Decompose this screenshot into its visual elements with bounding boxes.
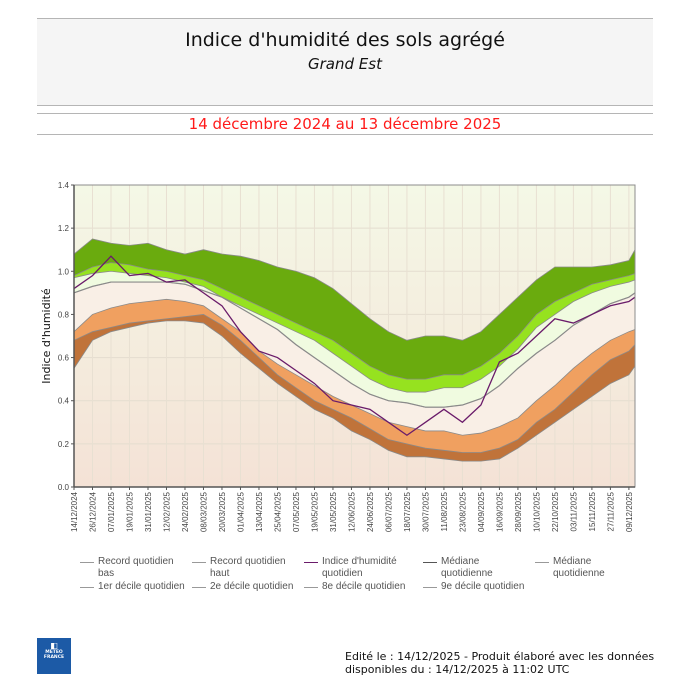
legend-item: 8e décile quotidien (304, 581, 432, 593)
series-line-record-quotidien-haut (73, 238, 636, 341)
y-tick-label: 1.4 (58, 181, 70, 190)
chart-title: Indice d'humidité des sols agrégé (185, 29, 505, 51)
legend-label: Indice d'humidité quotidien (322, 556, 397, 579)
x-tick-label: 06/07/2025 (384, 491, 393, 532)
x-tick-label: 07/01/2025 (107, 491, 116, 532)
y-tick-label: 0.0 (58, 483, 70, 492)
legend-label: Médiane quotidienne (441, 556, 493, 579)
x-tick-label: 12/06/2025 (347, 491, 356, 532)
legend-item: Médiane quotidienne (535, 556, 643, 580)
y-tick-label: 0.6 (58, 354, 70, 363)
legend-label: Record quotidien haut (210, 556, 286, 579)
x-tick-label: 09/12/2025 (625, 491, 634, 532)
x-tick-label: 08/03/2025 (199, 491, 208, 532)
x-tick-label: 10/10/2025 (532, 491, 541, 532)
y-tick-label: 0.4 (58, 397, 70, 406)
x-tick-label: 22/10/2025 (551, 491, 560, 532)
x-tick-label: 20/03/2025 (218, 491, 227, 532)
x-tick-label: 24/02/2025 (181, 491, 190, 532)
chart: 0.0 0.2 0.4 0.6 0.8 1.0 1.2 1.4 Indice d'humidit… (40, 181, 636, 532)
x-tick-label: 14/12/2024 (70, 491, 79, 532)
legend-label: Médiane quotidienne (553, 556, 605, 579)
legend-swatch (192, 562, 206, 563)
series-line-record-quotidien-bas (73, 320, 636, 462)
legend-swatch (535, 562, 549, 563)
meteo-france-logo: ◧ METEO FRANCE (37, 638, 71, 674)
x-tick-label: 25/04/2025 (273, 491, 282, 532)
legend-item: Record quotidien haut (192, 556, 300, 580)
legend-swatch (423, 587, 437, 588)
x-tick-label: 01/04/2025 (236, 491, 245, 532)
series-line-2e-d-cile-quotidien (73, 298, 636, 436)
x-tick-label: 13/04/2025 (255, 491, 264, 532)
legend-label: Record quotidien bas (98, 556, 174, 579)
legend-swatch (192, 587, 206, 588)
legend-item: 1er décile quotidien (80, 581, 208, 593)
y-tick-label: 1.2 (58, 224, 70, 233)
x-tick-label: 27/11/2025 (606, 491, 615, 531)
legend-swatch (80, 562, 94, 563)
band-2e-1er-decile (74, 299, 635, 453)
x-tick-label: 16/09/2025 (495, 491, 504, 532)
legend-item: Indice d'humidité quotidien (304, 556, 412, 580)
y-tick-label: 0.8 (58, 310, 70, 319)
x-tick-label: 03/11/2025 (569, 491, 578, 531)
x-tick-label: 15/11/2025 (588, 491, 597, 531)
legend-item: 2e décile quotidien (192, 581, 320, 593)
x-tick-label: 04/09/2025 (477, 491, 486, 532)
band-record-haut-9e-decile (74, 238, 635, 380)
band-9e-8e-decile (74, 262, 635, 393)
series-line-9e-d-cile-quotidien (73, 262, 636, 380)
x-tick-label: 23/08/2025 (458, 491, 467, 532)
logo-mark-icon: ◧ (50, 641, 58, 650)
legend-item: 9e décile quotidien (423, 581, 551, 593)
x-tick-label: 12/02/2025 (162, 491, 171, 532)
x-tick-label: 18/07/2025 (403, 491, 412, 532)
footer-note: Edité le : 14/12/2025 - Produit élaboré … (345, 650, 654, 676)
series-line-1er-d-cile-quotidien (73, 314, 636, 453)
x-tick-label: 28/09/2025 (514, 491, 523, 532)
title-header: Indice d'humidité des sols agrégé Grand … (37, 18, 653, 106)
footer-line-1: Edité le : 14/12/2025 - Produit élaboré … (345, 650, 655, 663)
band-mediane-2e-decile (74, 282, 635, 436)
legend-item: Record quotidien bas (80, 556, 188, 580)
legend-label: 1er décile quotidien (98, 581, 185, 592)
legend-swatch (80, 587, 94, 588)
x-tick-label: 31/01/2025 (144, 491, 153, 532)
legend-swatch (304, 562, 318, 563)
y-tick-label: 0.2 (58, 440, 70, 449)
x-tick-label: 30/07/2025 (421, 491, 430, 532)
legend-label: 2e décile quotidien (210, 581, 294, 592)
legend-label: 8e décile quotidien (322, 581, 406, 592)
x-tick-label: 26/12/2024 (88, 491, 97, 532)
x-tick-label: 11/08/2025 (440, 491, 449, 531)
x-tick-label: 24/06/2025 (366, 491, 375, 532)
y-tick-label: 1.0 (58, 267, 70, 276)
legend-swatch (304, 587, 318, 588)
x-tick-label: 31/05/2025 (329, 491, 338, 532)
legend-item: Médiane quotidienne (423, 556, 531, 580)
x-tick-label: 19/05/2025 (310, 491, 319, 532)
legend-swatch (423, 562, 437, 563)
humidity-index-line (73, 255, 636, 437)
x-tick-label: 19/01/2025 (125, 491, 134, 532)
period-label: 14 décembre 2024 au 13 décembre 2025 (37, 113, 653, 135)
chart-subtitle: Grand Est (308, 55, 382, 73)
legend-label: 9e décile quotidien (441, 581, 525, 592)
median-line (73, 281, 636, 408)
series-line-8e-d-cile-quotidien (73, 270, 636, 393)
band-1er-decile-record-bas (74, 314, 635, 462)
x-tick-label: 07/05/2025 (292, 491, 301, 532)
y-axis-label: Indice d'humidité (40, 288, 53, 384)
footer-line-2: disponibles du : 14/12/2025 à 11:02 UTC (345, 663, 570, 676)
